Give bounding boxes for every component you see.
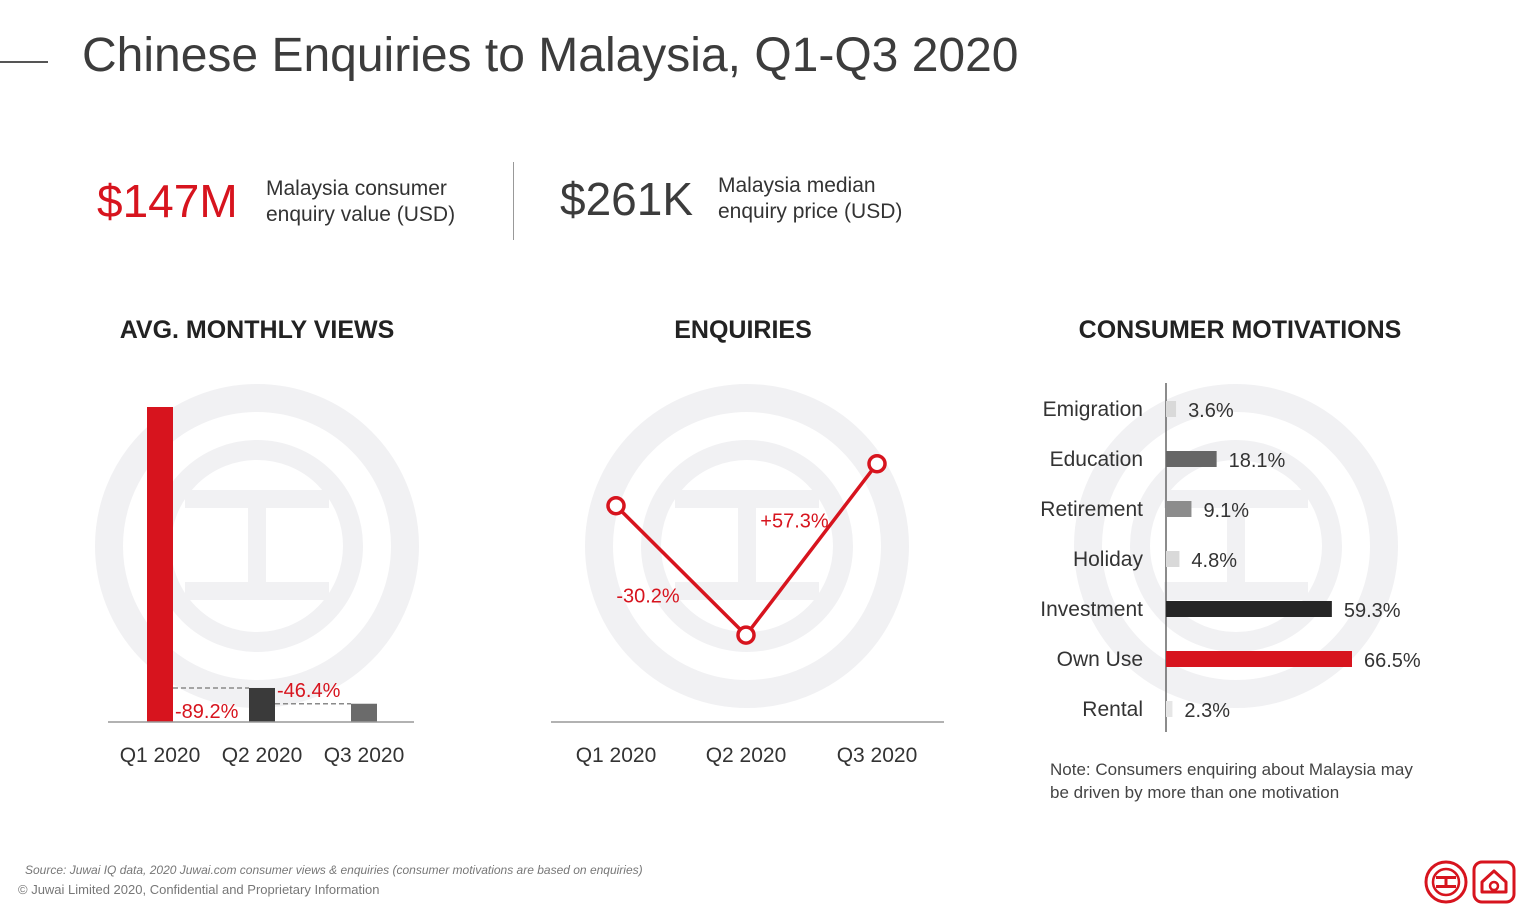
kpi-median-price: $261K	[560, 173, 694, 225]
value-label: 4.8%	[1191, 550, 1237, 572]
x-tick-label: Q3 2020	[324, 744, 405, 767]
juwai-house-icon	[1472, 860, 1516, 904]
bar-views-1	[147, 407, 173, 722]
change-label: +57.3%	[760, 510, 829, 532]
x-tick-label: Q2 2020	[706, 744, 787, 767]
x-tick-label: Q1 2020	[120, 744, 201, 767]
value-label: 18.1%	[1229, 450, 1286, 472]
kpi-divider	[513, 162, 514, 240]
value-label: 3.6%	[1188, 400, 1234, 422]
juwai-coin-icon	[1424, 860, 1468, 904]
motivations-chart-title: CONSUMER MOTIVATIONS	[1078, 316, 1402, 344]
enquiries-point-2	[736, 625, 756, 645]
x-tick-label: Q2 2020	[222, 744, 303, 767]
bar-views-3	[351, 703, 377, 722]
category-label: Retirement	[1040, 498, 1143, 521]
motivations-chart: Emigration 3.6% Education 18.1% Retirement 9.…	[1040, 383, 1421, 732]
kpi-median-price-label: Malaysia median enquiry price (USD)	[718, 174, 903, 223]
category-label: Investment	[1040, 598, 1143, 621]
enquiries-chart: Q1 2020 Q2 2020 Q3 2020 -30.2% +57.3%	[551, 453, 944, 767]
change-label: -30.2%	[616, 585, 680, 607]
bar-motivation-7	[1166, 701, 1173, 717]
bar-motivation-4	[1166, 551, 1180, 567]
category-label: Emigration	[1043, 398, 1143, 421]
x-tick-label: Q3 2020	[837, 744, 918, 767]
kpi-enquiry-value: $147M	[97, 175, 238, 227]
category-label: Education	[1050, 448, 1143, 471]
watermark-logo-center	[585, 384, 909, 708]
change-label: -46.4%	[277, 680, 341, 702]
bar-motivation-2	[1166, 451, 1217, 467]
value-label: 66.5%	[1364, 650, 1421, 672]
title-rule	[0, 61, 48, 63]
change-label: -89.2%	[175, 701, 239, 723]
enquiries-point-3	[867, 453, 887, 474]
bar-motivation-1	[1166, 401, 1177, 417]
category-label: Holiday	[1073, 548, 1144, 571]
x-tick-label: Q1 2020	[576, 744, 657, 767]
value-label: 2.3%	[1184, 700, 1230, 722]
bar-motivation-3	[1166, 501, 1192, 517]
value-label: 59.3%	[1344, 600, 1401, 622]
enquiries-chart-title: ENQUIRIES	[674, 316, 812, 344]
views-chart-title: AVG. MONTHLY VIEWS	[119, 316, 395, 344]
page-title: Chinese Enquiries to Malaysia, Q1-Q3 202…	[82, 29, 1019, 82]
category-label: Own Use	[1057, 648, 1143, 671]
bar-views-2	[249, 687, 275, 722]
views-chart: Q1 2020 Q2 2020 Q3 2020 -89.2% -46.4%	[108, 407, 414, 767]
brand-logos	[1424, 860, 1516, 904]
category-label: Rental	[1082, 698, 1143, 721]
bar-motivation-6	[1166, 651, 1352, 667]
motivations-note: Note: Consumers enquiring about Malaysia…	[1050, 760, 1413, 802]
bar-motivation-5	[1166, 601, 1332, 617]
kpi-enquiry-value-label: Malaysia consumer enquiry value (USD)	[266, 177, 456, 226]
source-note: Source: Juwai IQ data, 2020 Juwai.com co…	[25, 863, 643, 877]
enquiries-point-1	[606, 495, 626, 516]
copyright: © Juwai Limited 2020, Confidential and P…	[18, 882, 380, 897]
value-label: 9.1%	[1203, 500, 1249, 522]
enquiries-line	[614, 462, 879, 638]
